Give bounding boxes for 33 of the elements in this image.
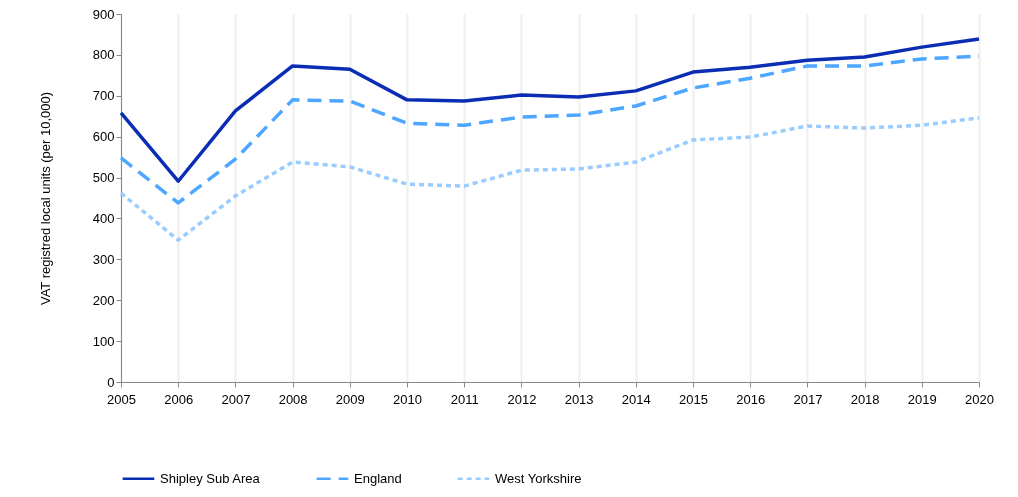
x-tick-label: 2006 [164,391,194,407]
y-tick-label: 500 [92,170,115,186]
y-tick-label: 700 [92,88,115,104]
y-axis-title: VAT registred local units (per 10,000) [37,91,53,306]
y-tick-label: 0 [107,374,115,390]
legend-label: Shipley Sub Area [160,470,261,486]
y-tick-label: 600 [92,129,115,145]
legend-label: West Yorkshire [495,470,582,486]
y-tick-label: 200 [92,292,115,308]
x-tick-label: 2005 [107,391,136,407]
y-tick-label: 400 [92,210,115,226]
line-series [119,116,981,242]
legend-label: England [354,470,402,486]
line-series [119,54,981,205]
x-tick-label: 2020 [965,391,994,407]
y-tick-label: 800 [92,47,115,63]
x-tick-label: 2010 [393,391,422,407]
line-series [119,37,981,183]
x-tick-label: 2014 [621,391,651,407]
x-tick-label: 2019 [907,391,937,407]
x-tick-label: 2013 [564,391,594,407]
x-tick-label: 2012 [507,391,537,407]
x-tick-label: 2015 [679,391,708,407]
x-tick-label: 2016 [736,391,766,407]
x-tick-label: 2017 [793,391,823,407]
y-tick-label: 900 [92,6,115,22]
x-tick-label: 2011 [450,391,479,407]
x-tick-label: 2007 [221,391,251,407]
y-tick-label: 300 [92,251,115,267]
x-tick-label: 2018 [850,391,880,407]
x-tick-label: 2009 [335,391,365,407]
x-tick-label: 2008 [278,391,308,407]
y-tick-label: 100 [92,333,115,349]
